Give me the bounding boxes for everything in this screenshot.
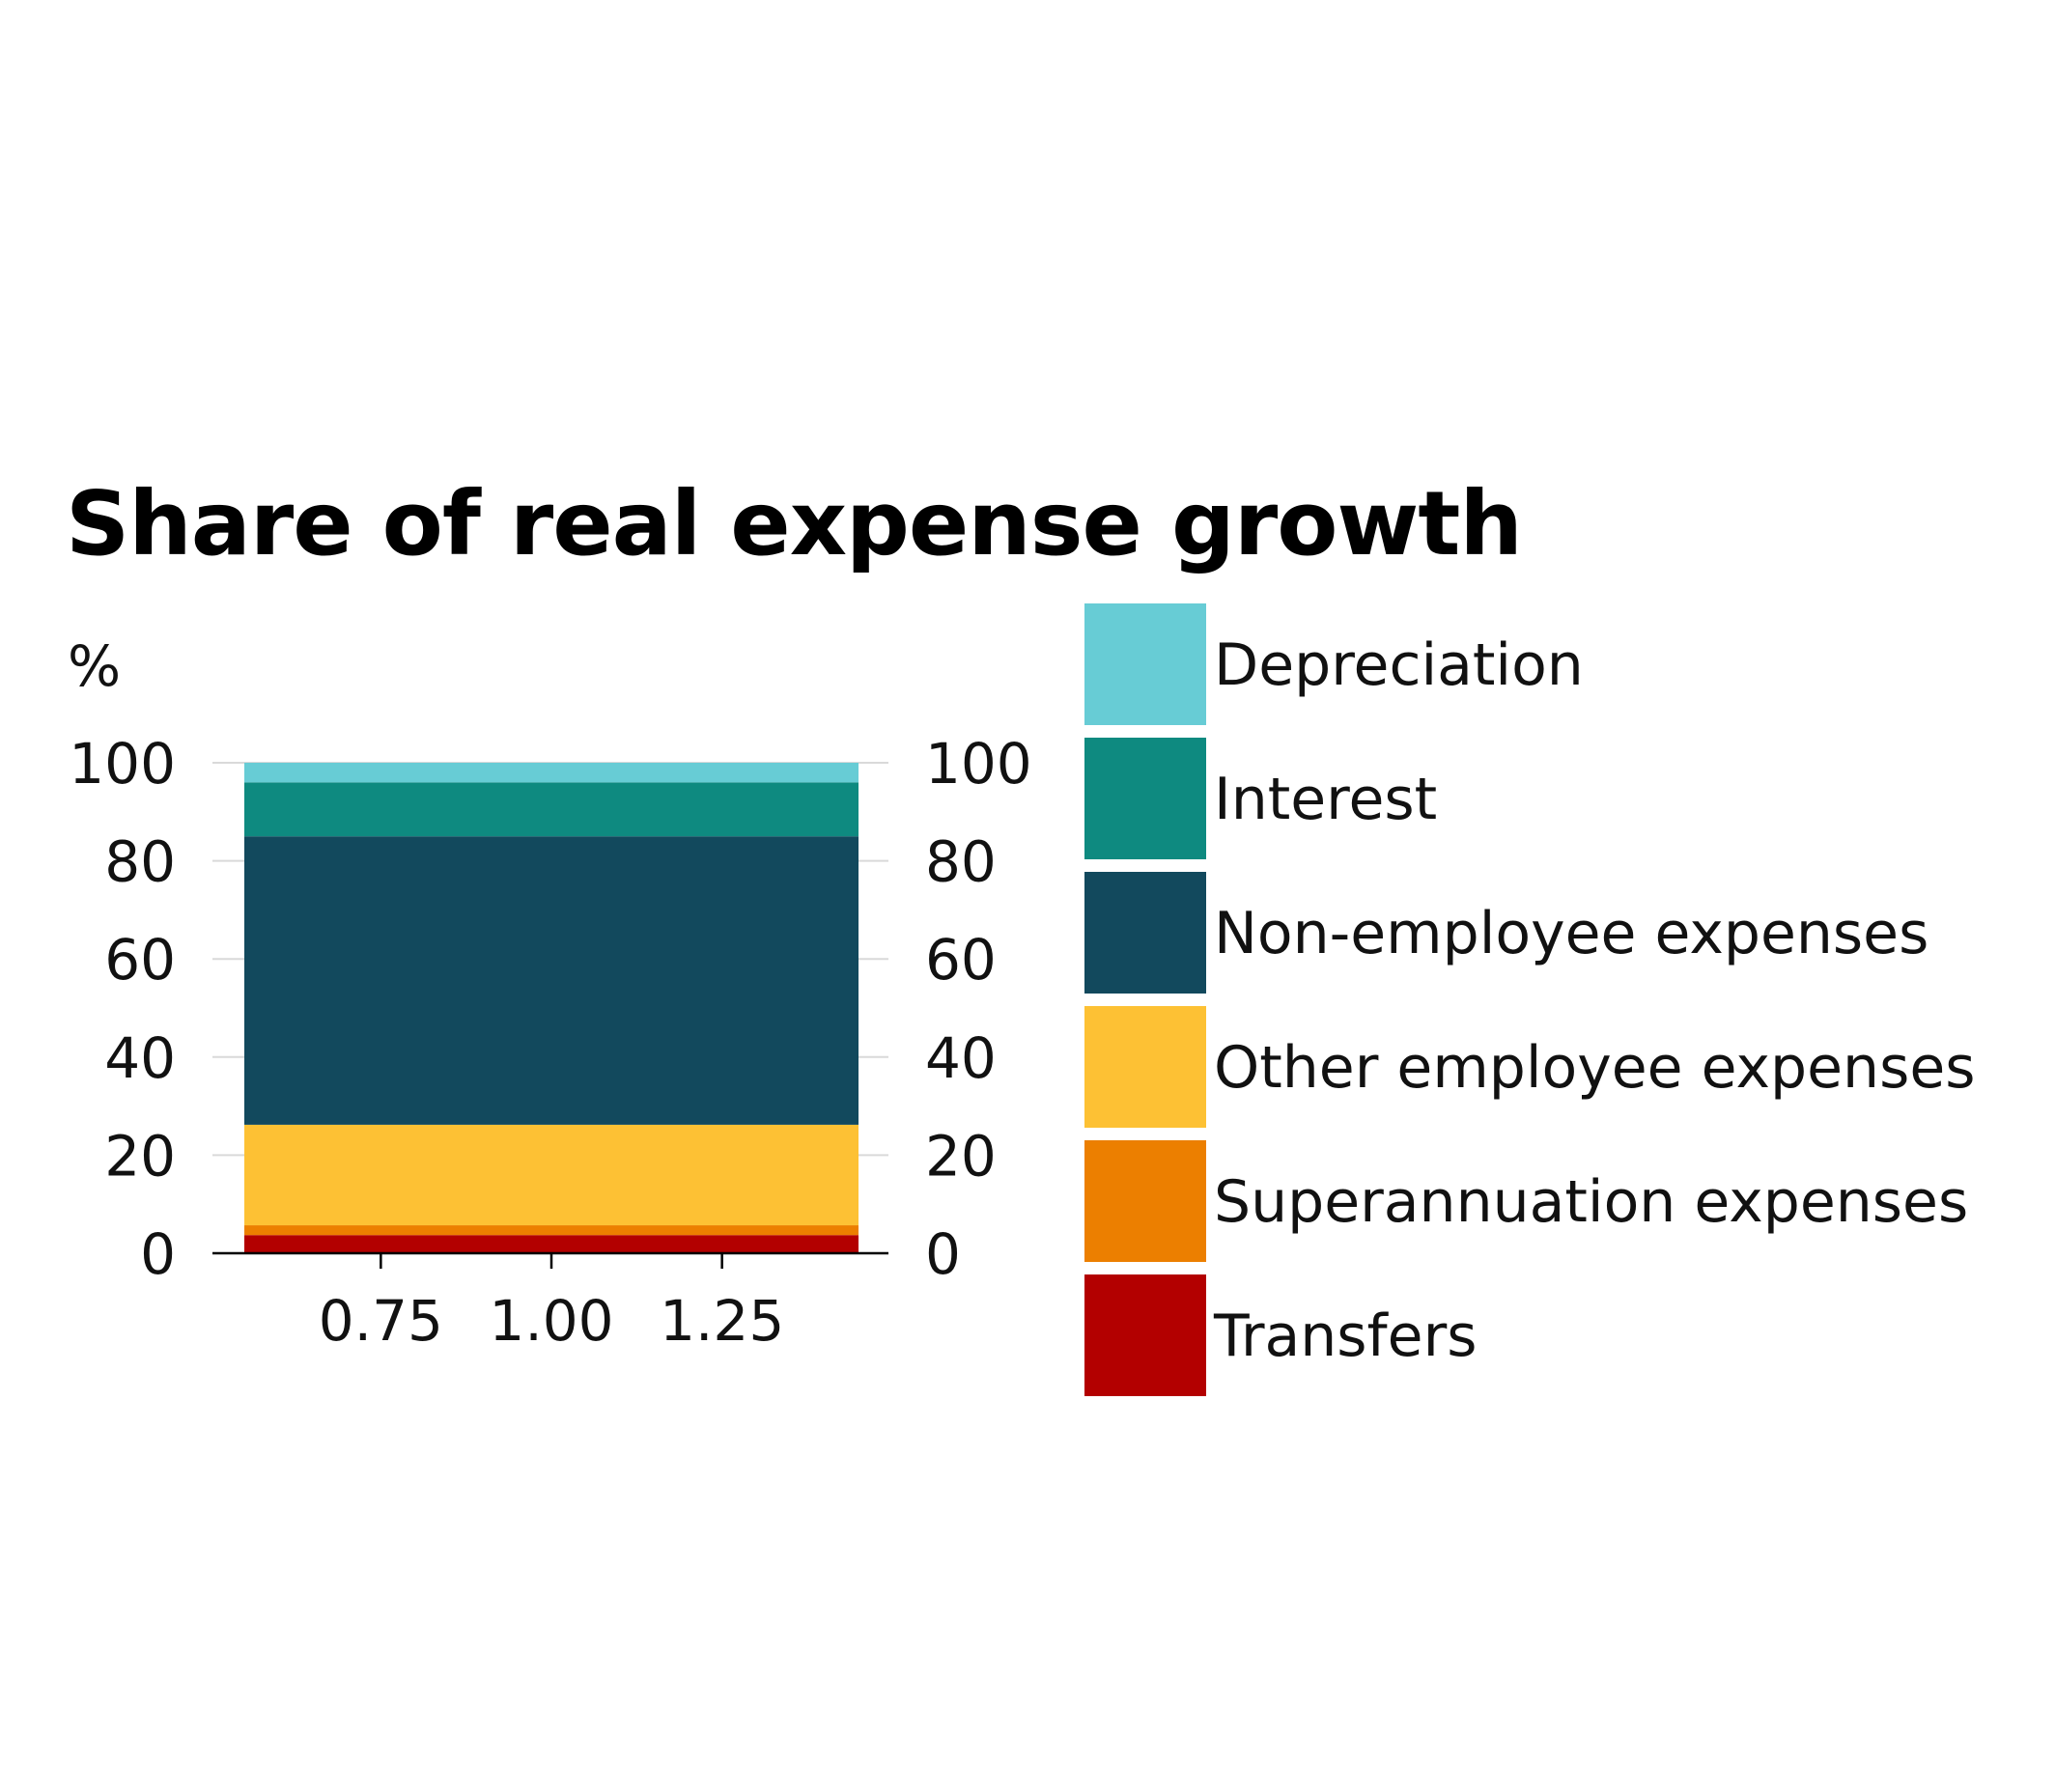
legend: Depreciation Interest Non-employee expense…	[1084, 603, 1976, 1396]
bar-segment-non-employee-expenses	[244, 836, 859, 1125]
legend-swatch-superannuation-expenses	[1084, 1140, 1206, 1262]
chart-title: Share of real expense growth	[66, 472, 1523, 575]
legend-label-transfers: Transfers	[1213, 1302, 1478, 1370]
y-tick-label-right-0: 0	[925, 1221, 961, 1287]
legend-label-depreciation: Depreciation	[1214, 631, 1584, 699]
bar-segment-interest	[244, 782, 859, 837]
legend-swatch-depreciation	[1084, 603, 1206, 725]
y-tick-label-left-100: 100	[69, 731, 176, 797]
y-tick-label-right-20: 20	[925, 1123, 997, 1189]
x-tick-label-0.75: 0.75	[319, 1288, 443, 1354]
y-tick-label-left-40: 40	[104, 1025, 176, 1091]
legend-label-non-employee-expenses: Non-employee expenses	[1214, 900, 1928, 967]
y-tick-label-left-0: 0	[140, 1221, 176, 1287]
x-tick-label-1.00: 1.00	[489, 1288, 613, 1354]
legend-swatch-non-employee-expenses	[1084, 872, 1206, 994]
bar-segment-transfers	[244, 1235, 859, 1253]
y-tick-label-right-40: 40	[925, 1025, 997, 1091]
bar-segment-superannuation-expenses	[244, 1225, 859, 1236]
legend-swatch-transfers	[1084, 1274, 1206, 1396]
y-tick-label-left-20: 20	[104, 1123, 176, 1189]
legend-label-interest: Interest	[1214, 766, 1437, 833]
y-tick-label-left-80: 80	[104, 829, 176, 895]
legend-swatch-other-employee-expenses	[1084, 1006, 1206, 1128]
y-tick-label-right-80: 80	[925, 829, 997, 895]
stacked-bar	[244, 763, 859, 1253]
y-tick-label-left-60: 60	[104, 927, 176, 993]
y-tick-label-right-100: 100	[925, 731, 1032, 797]
bar-segment-other-employee-expenses	[244, 1124, 859, 1226]
x-tick-label-1.25: 1.25	[660, 1288, 784, 1354]
legend-label-other-employee-expenses: Other employee expenses	[1214, 1034, 1976, 1102]
bar-segment-depreciation	[244, 763, 859, 783]
legend-swatch-interest	[1084, 738, 1206, 859]
legend-label-superannuation-expenses: Superannuation expenses	[1214, 1168, 1968, 1236]
y-axis-unit-label: %	[68, 633, 121, 699]
y-tick-label-right-60: 60	[925, 927, 997, 993]
axes: 0 0 20 20 40 40 60 60 80 80 100 100 0.75 1.00 1.25	[69, 731, 1031, 1354]
